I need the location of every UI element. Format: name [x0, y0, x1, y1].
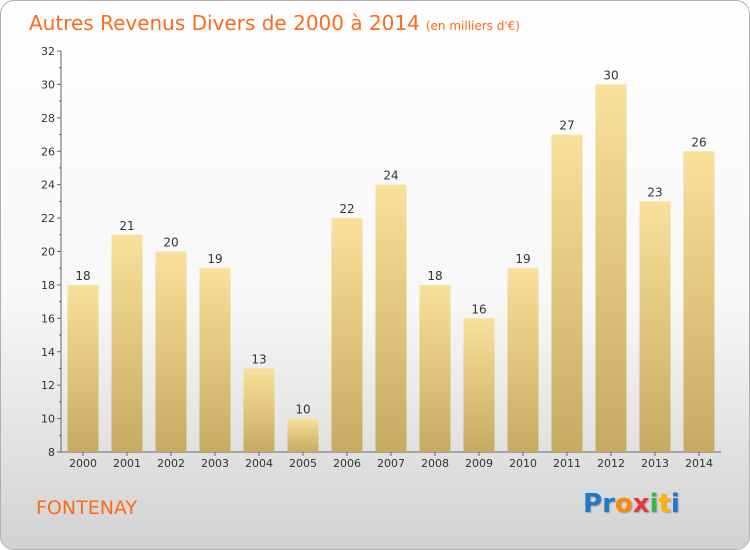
commune-name: FONTENAY	[36, 497, 138, 519]
x-tick-label: 2013	[641, 457, 669, 470]
data-label: 23	[647, 185, 662, 199]
axes: 8 10 12 14 16 18 20 22 24 26 28 30 32 2000 2001 2002 200…	[41, 45, 721, 470]
x-tick-label: 2012	[597, 457, 625, 470]
chart-title-block: Autres Revenus Divers de 2000 à 2014 (en …	[29, 11, 520, 35]
bar	[375, 184, 407, 452]
proxiti-logo: Proxiti	[583, 489, 680, 519]
y-tick-label: 12	[41, 379, 55, 392]
x-tick-label: 2010	[509, 457, 537, 470]
x-tick-label: 2003	[201, 457, 229, 470]
data-label: 21	[119, 219, 134, 233]
logo-letter: t	[658, 489, 671, 519]
y-tick-label: 10	[41, 413, 55, 426]
y-tick-label: 8	[48, 446, 55, 459]
data-label: 20	[163, 236, 178, 250]
y-tick-label: 28	[41, 112, 55, 125]
bar	[155, 251, 187, 452]
data-label: 19	[207, 252, 222, 266]
data-label: 13	[251, 352, 266, 366]
bar	[199, 268, 231, 452]
x-tick-label: 2005	[289, 457, 317, 470]
y-tick-label: 26	[41, 145, 55, 158]
bar	[243, 368, 275, 452]
y-tick-label: 22	[41, 212, 55, 225]
data-label: 10	[295, 403, 310, 417]
logo-letter: P	[583, 489, 603, 519]
y-tick-label: 20	[41, 246, 55, 259]
data-label: 16	[471, 302, 486, 316]
bar	[595, 84, 627, 453]
bar	[463, 318, 495, 452]
bar	[639, 201, 671, 452]
bars	[67, 84, 715, 453]
bar	[551, 134, 583, 452]
data-label: 19	[515, 252, 530, 266]
data-labels: 18 21 20 19 13 10 22 24 18 16 19 27 30 23 26	[75, 68, 706, 416]
bar	[287, 418, 319, 452]
chart-subtitle: (en milliers d'€)	[425, 19, 520, 33]
x-tick-label: 2008	[421, 457, 449, 470]
x-tick-label: 2000	[69, 457, 97, 470]
data-label: 24	[383, 169, 398, 183]
data-label: 22	[339, 202, 354, 216]
x-tick-label: 2004	[245, 457, 273, 470]
bar	[419, 284, 451, 452]
y-tick-label: 30	[41, 78, 55, 91]
bar	[331, 218, 363, 452]
x-tick-label: 2011	[553, 457, 581, 470]
bar	[111, 234, 143, 452]
logo-letter: o	[614, 489, 633, 519]
y-tick-label: 24	[41, 179, 55, 192]
logo-letter: i	[670, 489, 680, 519]
x-tick-label: 2007	[377, 457, 405, 470]
logo-letter: x	[632, 489, 650, 519]
data-label: 18	[75, 269, 90, 283]
bar	[507, 268, 539, 452]
y-tick-label: 16	[41, 312, 55, 325]
x-tick-label: 2006	[333, 457, 361, 470]
y-tick-label: 14	[41, 346, 55, 359]
x-tick-label: 2002	[157, 457, 185, 470]
data-label: 27	[559, 119, 574, 133]
x-tick-label: 2001	[113, 457, 141, 470]
y-tick-label: 32	[41, 45, 55, 58]
logo-letter: r	[602, 489, 615, 519]
data-label: 30	[603, 68, 618, 82]
data-label: 18	[427, 269, 442, 283]
bar	[67, 284, 99, 452]
x-tick-label: 2014	[685, 457, 713, 470]
x-tick-label: 2009	[465, 457, 493, 470]
bar	[683, 151, 715, 452]
y-tick-label: 18	[41, 279, 55, 292]
chart-title: Autres Revenus Divers de 2000 à 2014	[29, 11, 420, 35]
data-label: 26	[691, 135, 706, 149]
logo-letter: i	[649, 489, 659, 519]
